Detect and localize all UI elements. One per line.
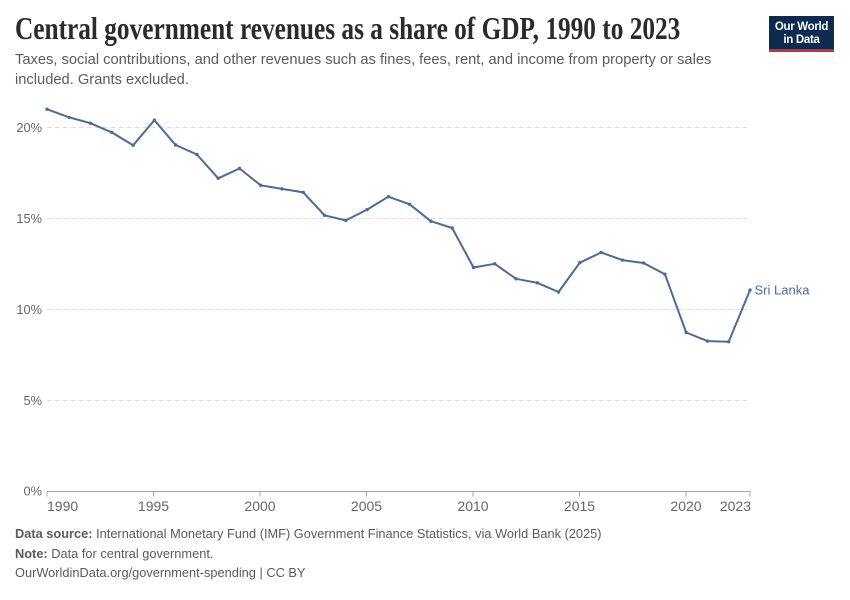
- svg-text:10%: 10%: [16, 302, 42, 317]
- svg-text:2015: 2015: [564, 498, 595, 514]
- svg-text:5%: 5%: [24, 393, 43, 408]
- svg-text:2020: 2020: [670, 498, 701, 514]
- svg-text:2000: 2000: [244, 498, 275, 514]
- svg-text:15%: 15%: [16, 211, 42, 226]
- svg-text:0%: 0%: [24, 484, 43, 499]
- svg-text:1990: 1990: [47, 498, 78, 514]
- svg-text:2023: 2023: [720, 498, 751, 514]
- svg-text:1995: 1995: [138, 498, 169, 514]
- svg-text:20%: 20%: [16, 120, 42, 135]
- svg-text:Sri Lanka: Sri Lanka: [755, 283, 811, 298]
- svg-text:2010: 2010: [457, 498, 488, 514]
- svg-text:2005: 2005: [351, 498, 382, 514]
